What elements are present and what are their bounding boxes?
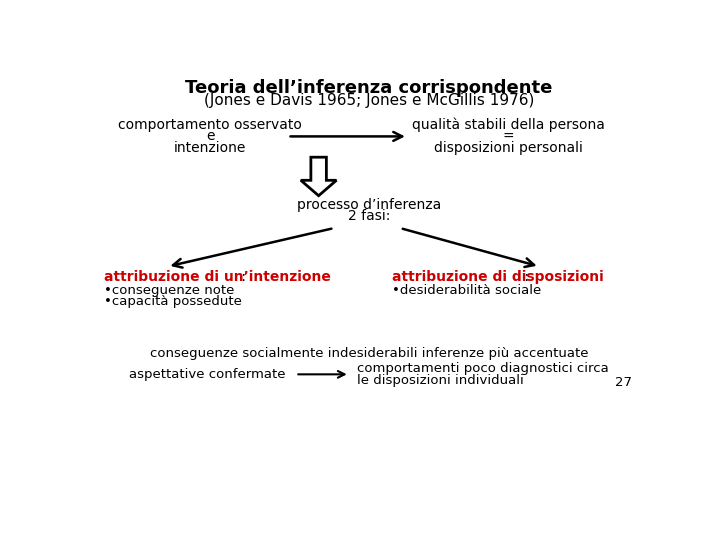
- Text: intenzione: intenzione: [174, 141, 246, 155]
- Text: attribuzione di un’intenzione: attribuzione di un’intenzione: [104, 269, 330, 284]
- Text: 2 fasi:: 2 fasi:: [348, 210, 390, 224]
- Text: processo d’inferenza: processo d’inferenza: [297, 198, 441, 212]
- Text: e: e: [206, 130, 215, 144]
- Text: :: :: [237, 269, 246, 284]
- Text: comportamenti poco diagnostici circa: comportamenti poco diagnostici circa: [357, 362, 609, 375]
- Text: •capacità possedute: •capacità possedute: [104, 295, 242, 308]
- Text: le disposizioni individuali: le disposizioni individuali: [357, 374, 524, 387]
- Text: •desiderabilità sociale: •desiderabilità sociale: [392, 284, 541, 297]
- Polygon shape: [301, 157, 336, 195]
- Text: •conseguenze note: •conseguenze note: [104, 284, 234, 297]
- Text: conseguenze socialmente indesiderabili inferenze più accentuate: conseguenze socialmente indesiderabili i…: [150, 347, 588, 360]
- Text: attribuzione di disposizioni: attribuzione di disposizioni: [392, 269, 604, 284]
- Text: 27: 27: [616, 375, 632, 389]
- Text: qualità stabili della persona: qualità stabili della persona: [412, 118, 605, 132]
- Text: :: :: [521, 269, 529, 284]
- Text: disposizioni personali: disposizioni personali: [434, 141, 583, 155]
- Text: comportamento osservato: comportamento osservato: [118, 118, 302, 132]
- Text: =: =: [503, 130, 514, 144]
- Text: (Jones e Davis 1965; Jones e McGillis 1976): (Jones e Davis 1965; Jones e McGillis 19…: [204, 93, 534, 107]
- Text: Teoria dell’inferenza corrispondente: Teoria dell’inferenza corrispondente: [185, 79, 553, 97]
- Text: aspettative confermate: aspettative confermate: [129, 368, 285, 381]
